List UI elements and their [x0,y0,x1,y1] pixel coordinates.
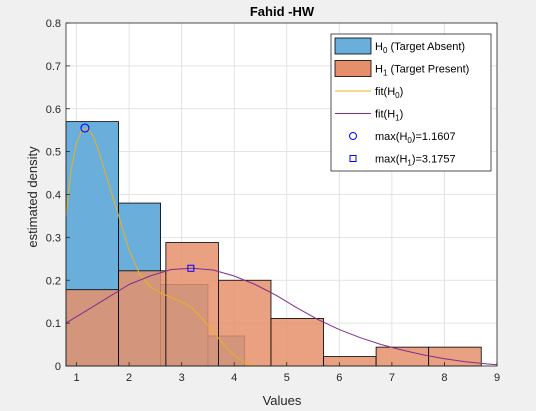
x-tick-label: 2 [126,372,132,384]
max-h1-marker [187,264,195,272]
h1-bar [218,279,272,367]
fit-lines [65,127,498,367]
y-tick-label: 0.5 [46,147,61,159]
chart-title: Fahid -HW [250,4,315,19]
legend-label-max-h0: max(H0)=1.1607 [375,131,456,145]
x-tick-label: 6 [336,372,342,384]
legend-label-fit-h1: fit(H1) [375,109,403,123]
y-tick-label: 0.6 [46,104,61,116]
y-tick-label: 0.3 [46,232,61,244]
max-markers [80,123,195,272]
y-axis-label: estimated density [25,146,40,248]
legend-box [330,33,492,172]
x-tick-label: 4 [231,372,237,384]
y-tick-label: 0.4 [46,190,61,202]
y-tick-label: 0.7 [46,61,61,73]
y-tick-label: 0.2 [46,275,61,287]
x-tick-label: 8 [441,372,447,384]
h1-bar [165,242,219,367]
legend-swatch-max-h0 [349,132,357,140]
legend-label-h0: H0 (Target Absent) [375,41,465,55]
legend-swatch-h0 [334,37,372,55]
h1-bar [65,289,119,367]
legend-label-fit-h0: fit(H0) [375,86,403,100]
histogram-bars [65,121,482,367]
fit-h0-line [65,127,256,367]
h1-bar [118,270,167,367]
max-h0-marker [80,123,90,133]
y-tick-label: 0.8 [46,18,61,30]
legend-swatch-h1 [334,60,372,77]
x-axis-label: Values [263,393,302,408]
legend-label-h1: H1 (Target Present) [375,64,469,78]
x-tick-label: 5 [284,372,290,384]
axis-ticks: 1 2 3 4 5 6 7 8 9 0 0.1 0.2 0.3 0.4 0.5 0.6 0.7 0.8 [46,18,500,384]
h1-bar [428,346,482,367]
x-tick-label: 7 [389,372,395,384]
legend-label-max-h1: max(H1)=3.1757 [375,154,456,168]
legend-swatch-max-h1 [349,155,357,162]
y-tick-label: 0.1 [46,318,61,330]
x-tick-label: 1 [73,372,79,384]
legend: H0 (Target Absent) H1 (Target Present) fit… [330,33,492,172]
h1-bar [323,356,377,367]
h1-bar [270,318,324,367]
x-tick-label: 3 [179,372,185,384]
y-tick-label: 0 [55,361,61,373]
x-tick-label: 9 [494,372,500,384]
fit-h1-line [65,267,498,366]
